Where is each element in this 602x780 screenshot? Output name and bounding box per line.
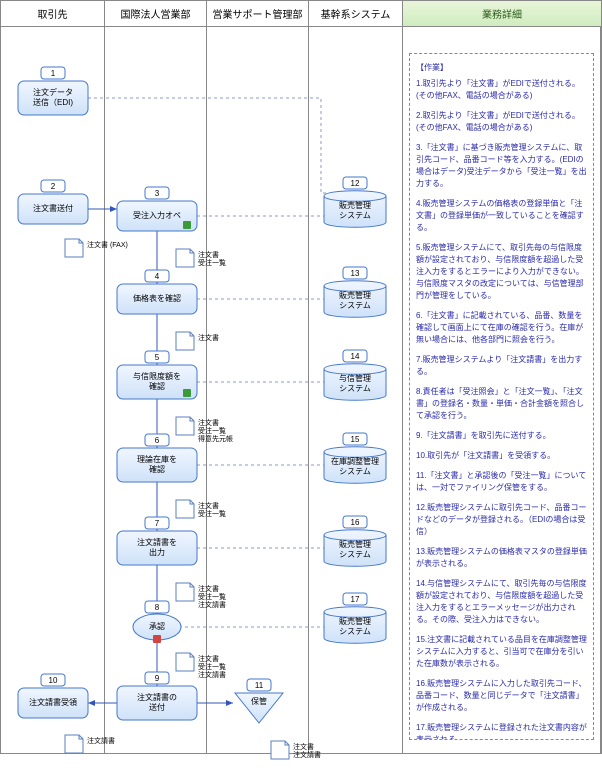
detail-item: 3.「注文書」に基づき販売管理システムに、取引先コード、品番コード等を入力する。…: [416, 142, 587, 190]
detail-item: 14.与信管理システムにて、取引先毎の与信限度額が設定されており、与信限度額を超…: [416, 578, 587, 626]
detail-item: 10.取引先が「注文請書」を受領する。: [416, 450, 587, 462]
diagram-body: 【作業】 1.取引先より「注文書」がEDIで送付される。(その他FAX、電話の場…: [1, 27, 601, 754]
detail-item: 6.「注文書」に記載されている、品番、数量を確認して画面上にて在庫の確認を行う。…: [416, 310, 587, 346]
lane-3: [207, 27, 309, 754]
lane-header-3: 営業サポート管理部: [207, 1, 309, 26]
detail-item: 15.注文書に記載されている品目を在庫調整管理システムに入力すると、引当可で在庫…: [416, 634, 587, 670]
lane-header-2: 国際法人営業部: [105, 1, 207, 26]
lane-header-5: 業務詳細: [403, 1, 601, 26]
lane-2: [105, 27, 207, 754]
detail-item: 4.販売管理システムの価格表の登録単価と「注文書」の登録単価が一致していることを…: [416, 198, 587, 234]
detail-title: 【作業】: [416, 62, 587, 74]
lane-1: [1, 27, 105, 754]
detail-item: 1.取引先より「注文書」がEDIで送付される。(その他FAX、電話の場合がある): [416, 78, 587, 102]
detail-box: 【作業】 1.取引先より「注文書」がEDIで送付される。(その他FAX、電話の場…: [409, 53, 594, 740]
detail-item: 5.販売管理システムにて、取引先毎の与信限度額が設定されており、与信限度額を超過…: [416, 242, 587, 302]
detail-item: 8.責任者は「受注照会」と「注文一覧」、「注文書」の登録名・数量・単価・合計金額…: [416, 386, 587, 422]
lane-5-detail: 【作業】 1.取引先より「注文書」がEDIで送付される。(その他FAX、電話の場…: [403, 27, 601, 754]
lane-4: [309, 27, 403, 754]
detail-item: 12.販売管理システムに取引先コード、品番コードなどのデータが登録される。（ED…: [416, 502, 587, 538]
detail-item: 7.販売管理システムより「注文請書」を出力する。: [416, 354, 587, 378]
lane-header-4: 基幹系システム: [309, 1, 403, 26]
diagram-root: 取引先 国際法人営業部 営業サポート管理部 基幹系システム 業務詳細 【作業】 …: [0, 0, 602, 754]
detail-item: 2.取引先より「注文書」がEDIで送付される。(その他FAX、電話の場合がある): [416, 110, 587, 134]
lane-headers: 取引先 国際法人営業部 営業サポート管理部 基幹系システム 業務詳細: [1, 1, 601, 27]
detail-item: 9.「注文請書」を取引先に送付する。: [416, 430, 587, 442]
detail-item: 17.販売管理システムに登録された注文書内容が表示される。: [416, 722, 587, 740]
lane-header-1: 取引先: [1, 1, 105, 26]
detail-item: 13.販売管理システムの価格表マスタの登録単価が表示される。: [416, 546, 587, 570]
detail-item: 16.販売管理システムに入力した取引先コード、品番コード、数量と同じデータで「注…: [416, 678, 587, 714]
detail-item: 11.「注文書」と承認後の「受注一覧」については、一対でファイリング保管をする。: [416, 470, 587, 494]
